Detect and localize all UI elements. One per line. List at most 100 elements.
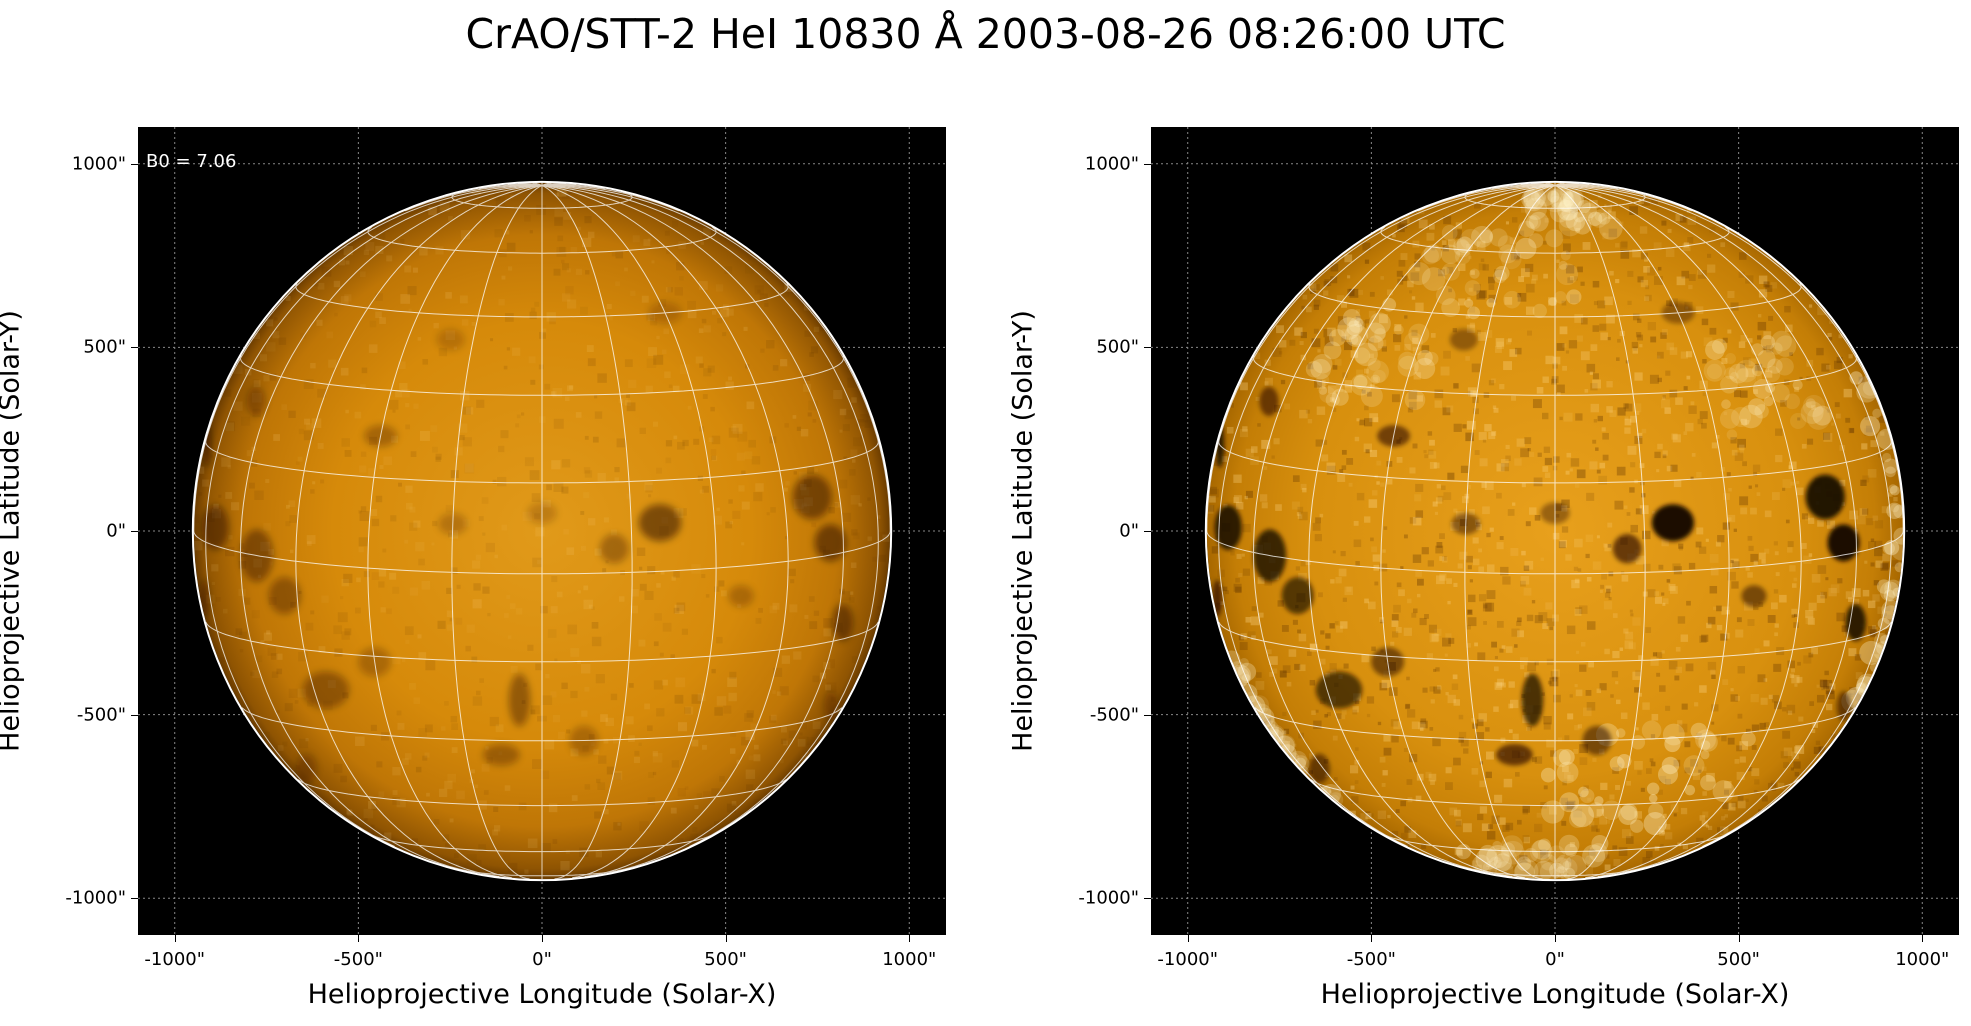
- texture-cell: [460, 230, 471, 240]
- texture-cell: [473, 583, 481, 591]
- texture-cell: [1778, 782, 1785, 790]
- texture-cell: [1439, 533, 1445, 540]
- texture-cell: [1811, 574, 1821, 583]
- texture-cell: [1367, 391, 1372, 397]
- texture-cell: [1596, 688, 1602, 694]
- plage-patch: [1879, 581, 1900, 602]
- texture-cell: [793, 651, 802, 660]
- plage-patch: [1646, 782, 1660, 796]
- texture-cell: [1794, 771, 1800, 777]
- texture-cell: [1782, 730, 1791, 739]
- texture-cell: [647, 725, 653, 732]
- longitude-line: [541, 182, 567, 186]
- texture-cell: [495, 724, 504, 733]
- texture-cell: [478, 844, 487, 852]
- texture-cell: [1456, 849, 1463, 857]
- y-tick-label: 500": [1096, 336, 1139, 358]
- texture-cell: [1610, 694, 1614, 698]
- texture-cell: [839, 408, 847, 416]
- texture-cell: [273, 434, 281, 441]
- texture-cell: [1494, 682, 1503, 690]
- texture-cell: [1845, 417, 1851, 423]
- dark-feature: [483, 743, 520, 766]
- y-tick-mark: [1144, 347, 1151, 349]
- texture-cell: [503, 365, 508, 370]
- texture-cell: [638, 742, 642, 747]
- texture-cell: [789, 604, 798, 613]
- texture-cell: [1502, 576, 1511, 585]
- plage-patch: [1890, 538, 1904, 561]
- texture-cell: [1592, 379, 1601, 389]
- texture-cell: [340, 367, 349, 376]
- texture-cell: [1860, 479, 1867, 486]
- texture-cell: [497, 476, 507, 487]
- texture-cell: [1395, 809, 1400, 814]
- texture-cell: [1430, 699, 1435, 704]
- texture-cell: [814, 468, 819, 473]
- texture-cell: [1887, 492, 1893, 497]
- texture-cell: [1334, 358, 1342, 366]
- texture-cell: [1457, 563, 1463, 569]
- texture-cell: [1472, 396, 1479, 404]
- plage-patch: [1774, 335, 1797, 357]
- texture-cell: [1864, 560, 1868, 564]
- texture-cell: [1370, 384, 1375, 389]
- texture-cell: [1862, 508, 1869, 515]
- texture-cell: [1306, 306, 1312, 313]
- texture-cell: [310, 489, 315, 494]
- texture-cell: [1882, 553, 1890, 562]
- texture-cell: [1796, 481, 1800, 485]
- texture-cell: [1807, 438, 1814, 445]
- texture-cell: [518, 802, 527, 811]
- texture-cell: [527, 838, 538, 849]
- texture-cell: [1275, 504, 1282, 511]
- plage-patch: [1550, 187, 1575, 212]
- texture-cell: [628, 735, 635, 742]
- texture-cell: [1740, 449, 1744, 454]
- texture-cell: [1415, 483, 1424, 492]
- texture-cell: [505, 230, 510, 235]
- texture-cell: [359, 465, 367, 473]
- texture-cell: [529, 470, 540, 481]
- texture-cell: [425, 660, 436, 671]
- texture-cell: [1598, 194, 1602, 198]
- texture-cell: [1683, 386, 1688, 391]
- texture-cell: [1609, 270, 1614, 276]
- texture-cell: [1730, 694, 1738, 702]
- texture-cell: [1481, 240, 1486, 245]
- texture-cell: [1803, 655, 1812, 664]
- texture-cell: [1419, 617, 1427, 626]
- texture-cell: [1482, 439, 1487, 443]
- texture-cell: [1480, 258, 1485, 262]
- texture-cell: [415, 542, 425, 552]
- texture-cell: [1747, 572, 1753, 578]
- plage-patch: [1684, 784, 1696, 796]
- texture-cell: [1343, 663, 1349, 669]
- texture-cell: [1597, 415, 1603, 422]
- texture-cell: [461, 319, 469, 326]
- texture-cell: [1377, 721, 1382, 726]
- texture-cell: [1364, 259, 1370, 264]
- texture-cell: [698, 281, 708, 290]
- texture-cell: [1441, 556, 1448, 563]
- texture-cell: [297, 688, 307, 698]
- texture-cell: [1829, 320, 1833, 324]
- texture-cell: [1479, 458, 1488, 467]
- texture-cell: [1466, 420, 1476, 430]
- texture-cell: [1524, 672, 1530, 678]
- texture-cell: [1247, 631, 1256, 639]
- texture-cell: [1609, 410, 1617, 418]
- x-tick-mark: [1922, 935, 1924, 942]
- texture-cell: [566, 268, 571, 273]
- texture-cell: [475, 554, 482, 560]
- texture-cell: [1731, 801, 1737, 808]
- texture-cell: [783, 740, 789, 746]
- texture-cell: [813, 610, 820, 616]
- plage-patch: [1366, 360, 1389, 384]
- texture-cell: [289, 515, 298, 523]
- texture-cell: [1380, 276, 1384, 280]
- texture-cell: [1489, 527, 1494, 532]
- texture-cell: [1624, 418, 1632, 426]
- texture-cell: [250, 459, 258, 467]
- plage-patch: [1721, 399, 1731, 410]
